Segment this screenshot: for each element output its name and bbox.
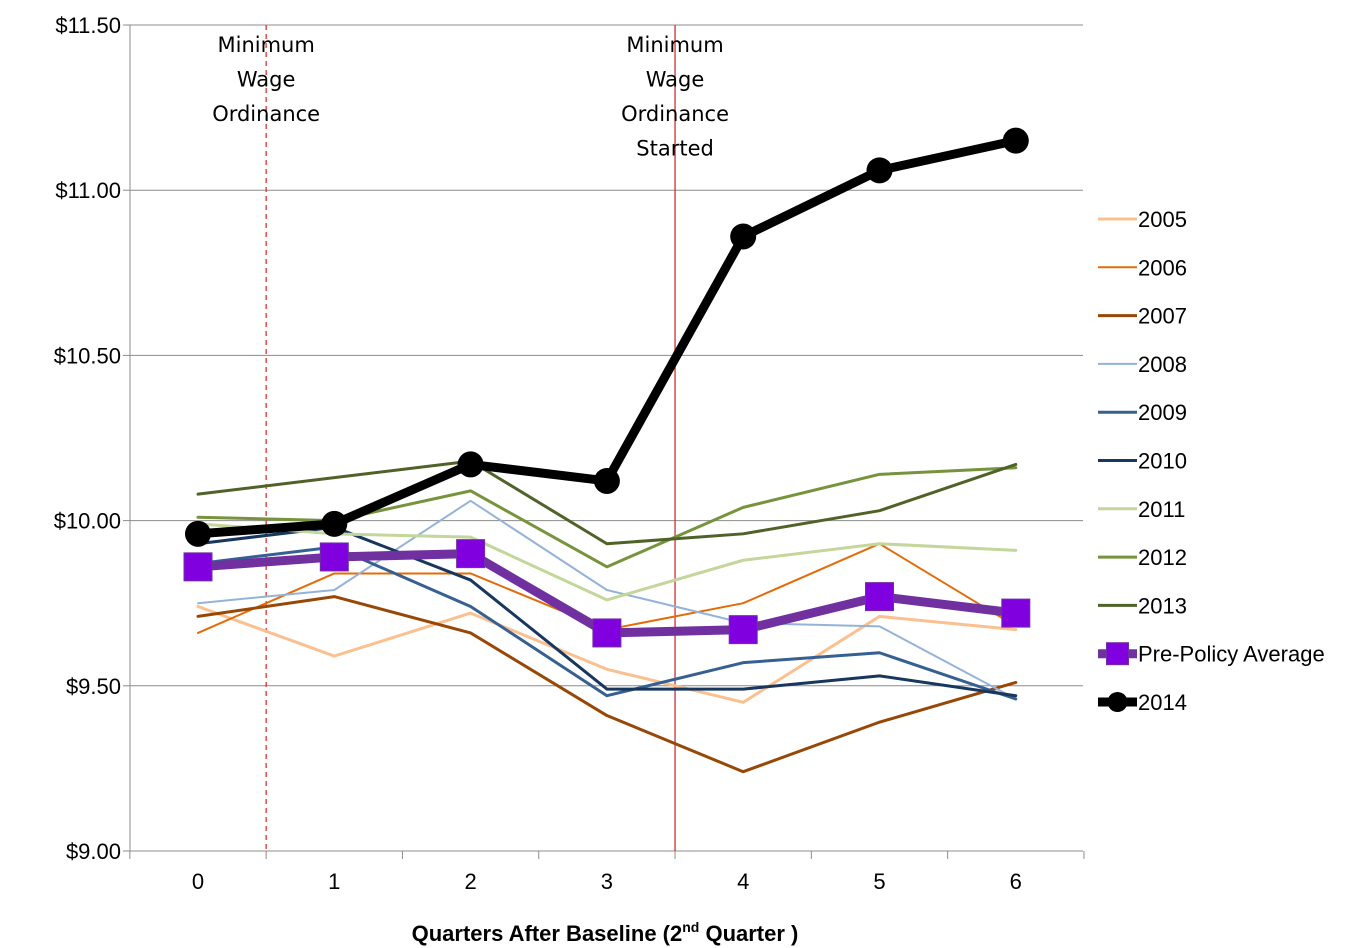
data-point-pre-policy-average bbox=[184, 553, 212, 581]
legend: 2005 2006 2007 2008 2009 2010 2011 2012 2013 Pre-… bbox=[1098, 207, 1325, 715]
y-tick-label: $9.50 bbox=[66, 674, 121, 699]
annotation-text-ordinance: Minimum bbox=[217, 33, 314, 57]
data-point-pre-policy-average bbox=[866, 583, 894, 611]
x-tick-label: 6 bbox=[1010, 869, 1022, 894]
x-tick-label: 2 bbox=[464, 869, 476, 894]
legend-label-2008: 2008 bbox=[1138, 352, 1187, 377]
legend-label-pre-policy-average: Pre-Policy Average bbox=[1138, 642, 1325, 667]
data-point-pre-policy-average bbox=[729, 616, 757, 644]
y-tick-label: $11.50 bbox=[55, 13, 121, 38]
annotations: Minimum Wage Ordinance Minimum Wage Ordinance… bbox=[212, 25, 729, 851]
annotation-text-ordinance-started: Started bbox=[636, 137, 714, 161]
legend-label-2005: 2005 bbox=[1138, 207, 1187, 232]
data-point-2014 bbox=[458, 451, 484, 477]
legend-label-2006: 2006 bbox=[1138, 255, 1187, 280]
axes: $9.00 $9.50 $10.00 $10.50 $11.00 $11.50 0 1 2 3 4 5… bbox=[54, 13, 1084, 894]
data-point-2014 bbox=[730, 223, 756, 249]
x-tick-label: 5 bbox=[873, 869, 885, 894]
data-point-pre-policy-average bbox=[1002, 599, 1030, 627]
x-tick-label: 3 bbox=[601, 869, 613, 894]
annotation-text-ordinance-started: Ordinance bbox=[621, 102, 729, 126]
x-tick-label: 1 bbox=[328, 869, 340, 894]
legend-label-2011: 2011 bbox=[1138, 497, 1185, 522]
x-tick-label: 0 bbox=[192, 869, 204, 894]
annotation-text-ordinance: Wage bbox=[237, 68, 296, 92]
x-axis-title: Quarters After Baseline (2nd Quarter ) bbox=[412, 919, 799, 946]
annotation-text-ordinance-started: Minimum bbox=[626, 33, 723, 57]
data-point-2014 bbox=[867, 157, 893, 183]
y-tick-label: $10.50 bbox=[54, 343, 121, 368]
x-axis-title-end: Quarter ) bbox=[699, 921, 798, 946]
data-point-2014 bbox=[594, 468, 620, 494]
data-point-pre-policy-average bbox=[593, 619, 621, 647]
y-tick-label: $11.00 bbox=[55, 178, 121, 203]
legend-label-2010: 2010 bbox=[1138, 449, 1187, 474]
data-point-2014 bbox=[1003, 128, 1029, 154]
legend-label-2007: 2007 bbox=[1138, 304, 1187, 329]
x-axis-title-superscript: nd bbox=[682, 919, 699, 935]
x-axis-title-main: Quarters After Baseline (2 bbox=[412, 921, 683, 946]
y-tick-label: $9.00 bbox=[66, 839, 121, 864]
data-point-pre-policy-average bbox=[320, 543, 348, 571]
legend-label-2009: 2009 bbox=[1138, 400, 1187, 425]
data-point-pre-policy-average bbox=[457, 540, 485, 568]
data-point-2014 bbox=[321, 511, 347, 537]
data-point-2014 bbox=[185, 521, 211, 547]
legend-label-2012: 2012 bbox=[1138, 545, 1187, 570]
legend-marker-pre-policy-average bbox=[1107, 643, 1129, 665]
legend-label-2014: 2014 bbox=[1138, 690, 1187, 715]
annotation-text-ordinance-started: Wage bbox=[646, 68, 705, 92]
y-tick-label: $10.00 bbox=[54, 509, 121, 534]
series bbox=[184, 128, 1030, 772]
legend-marker-2014 bbox=[1108, 692, 1128, 712]
x-tick-label: 4 bbox=[737, 869, 749, 894]
legend-label-2013: 2013 bbox=[1138, 593, 1187, 618]
annotation-text-ordinance: Ordinance bbox=[212, 102, 320, 126]
